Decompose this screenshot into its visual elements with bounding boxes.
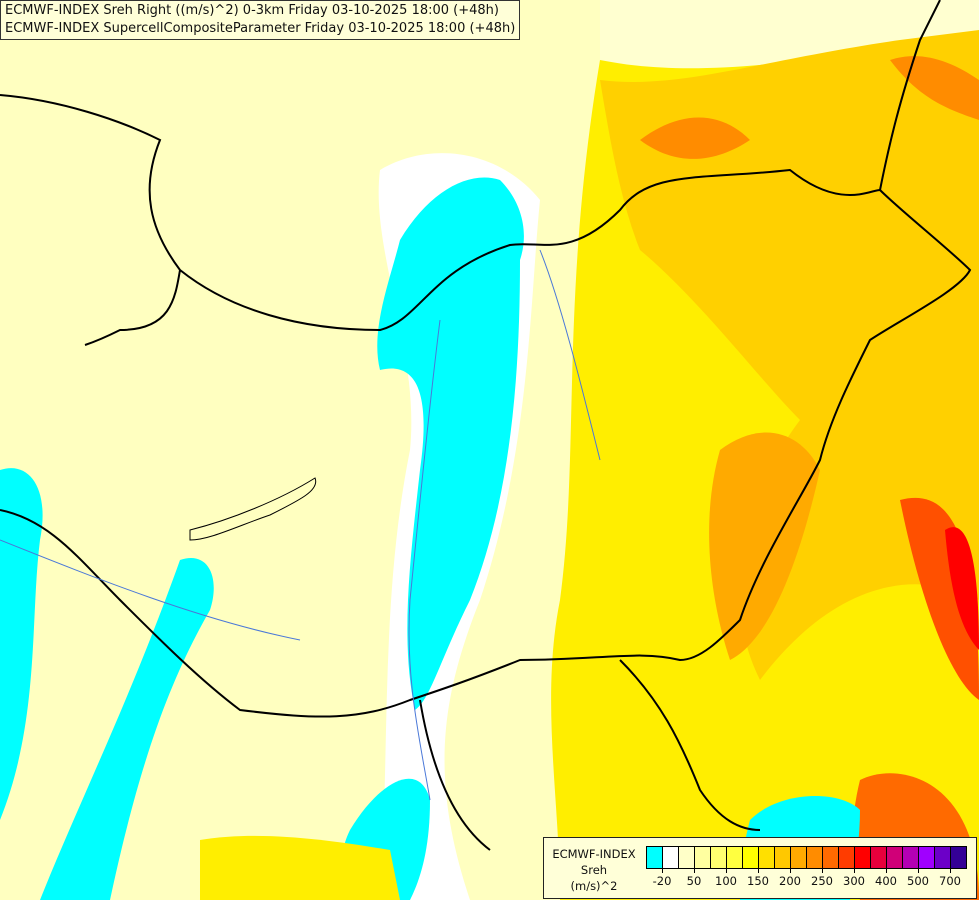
legend-swatch [871,847,887,868]
title-box: ECMWF-INDEX Sreh Right ((m/s)^2) 0-3km F… [0,0,521,40]
title-line-2: ECMWF-INDEX SupercellCompositeParameter … [5,21,516,36]
legend-swatch [887,847,903,868]
legend-unit: (m/s)^2 [570,879,618,893]
legend-model: ECMWF-INDEX [552,847,636,861]
legend-tick-label: 150 [747,874,769,888]
legend-swatch [855,847,871,868]
legend-tick-label: 700 [939,874,961,888]
legend-swatch [823,847,839,868]
legend-variable: Sreh [580,863,608,877]
legend-swatch [663,847,679,868]
legend-swatch [951,847,966,868]
legend-tick [694,867,695,873]
legend-tick [950,867,951,873]
legend-tick [790,867,791,873]
legend-tick [918,867,919,873]
field-gold [600,30,979,680]
field-cyan-w [0,468,43,820]
legend-tick-label: 200 [779,874,801,888]
legend-tick-label: 100 [715,874,737,888]
legend-swatch [759,847,775,868]
legend-tick [758,867,759,873]
legend-swatch [679,847,695,868]
legend-tick [854,867,855,873]
field-orange3 [709,432,820,660]
legend-tick [822,867,823,873]
legend-tick-label: 500 [907,874,929,888]
legend-swatch [743,847,759,868]
river [0,249,601,801]
field-cyan-sw [40,558,214,900]
legend-swatch [695,847,711,868]
legend-swatch [903,847,919,868]
legend-colorbar [646,846,967,869]
colorbar-legend: ECMWF-INDEX Sreh (m/s)^2 -20 50 100 150 200 2… [543,837,977,899]
legend-tick-label: 250 [811,874,833,888]
legend-swatch [647,847,663,868]
legend-swatch [727,847,743,868]
legend-tick [886,867,887,873]
field-cyan-central [377,177,524,710]
field-yellow-s [200,835,400,900]
legend-tick-label: 400 [875,874,897,888]
country-border-2 [419,0,941,851]
title-line-1: ECMWF-INDEX Sreh Right ((m/s)^2) 0-3km F… [5,3,499,18]
legend-swatch [807,847,823,868]
legend-label: ECMWF-INDEX Sreh (m/s)^2 [548,846,640,894]
legend-tick-label: -20 [652,874,672,888]
legend-swatch [775,847,791,868]
lake-balaton [189,477,317,541]
field-orange [640,117,750,159]
field-redcore [945,527,979,650]
legend-swatch [791,847,807,868]
legend-swatch [935,847,951,868]
legend-swatch [711,847,727,868]
legend-swatch [919,847,935,868]
legend-swatch [839,847,855,868]
legend-tick [662,867,663,873]
country-border [0,94,972,718]
legend-tick [726,867,727,873]
field-orange2 [890,56,979,120]
legend-tick-label: 50 [686,874,702,888]
legend-tick-label: 300 [843,874,865,888]
